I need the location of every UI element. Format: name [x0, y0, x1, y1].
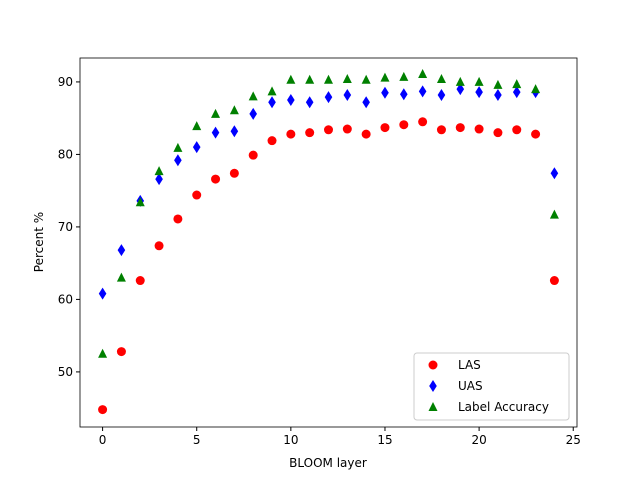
- point-label-accuracy: [399, 71, 409, 81]
- point-uas: [550, 167, 559, 180]
- legend-label: LAS: [458, 358, 481, 372]
- point-las: [436, 125, 446, 135]
- x-tick-label: 20: [471, 433, 486, 447]
- point-las: [135, 276, 145, 286]
- x-tick-label: 15: [377, 433, 392, 447]
- y-tick-label: 80: [58, 147, 73, 161]
- point-las: [455, 123, 465, 133]
- point-uas: [324, 91, 333, 104]
- point-uas: [400, 88, 408, 101]
- point-uas: [230, 125, 239, 138]
- point-las: [493, 128, 503, 138]
- point-las: [361, 129, 371, 139]
- point-uas: [494, 88, 502, 101]
- x-tick-label: 10: [283, 433, 298, 447]
- y-tick-label: 70: [58, 220, 73, 234]
- point-label-accuracy: [493, 79, 503, 89]
- x-axis-label: BLOOM layer: [289, 456, 367, 470]
- legend: LAS UAS Label Accuracy: [413, 352, 570, 421]
- point-uas: [268, 96, 276, 109]
- point-las: [98, 405, 108, 415]
- legend-label: UAS: [458, 379, 483, 393]
- point-label-accuracy: [135, 197, 145, 207]
- point-label-accuracy: [248, 91, 258, 101]
- point-label-accuracy: [361, 74, 371, 84]
- point-label-accuracy: [324, 74, 333, 84]
- point-las: [229, 168, 239, 178]
- y-tick-label: 60: [58, 292, 73, 306]
- legend-label: Label Accuracy: [458, 400, 549, 414]
- point-label-accuracy: [549, 209, 559, 219]
- legend-marker: [428, 402, 438, 411]
- point-label-accuracy: [474, 76, 484, 86]
- x-tick-label: 0: [99, 433, 107, 447]
- point-las: [267, 136, 277, 146]
- point-las: [512, 125, 522, 135]
- point-label-accuracy: [418, 68, 428, 78]
- point-uas: [117, 244, 126, 257]
- point-las: [173, 214, 183, 224]
- point-label-accuracy: [531, 84, 541, 94]
- point-label-accuracy: [211, 108, 221, 118]
- point-label-accuracy: [98, 348, 108, 358]
- point-las: [211, 174, 221, 184]
- point-las: [192, 190, 202, 200]
- point-label-accuracy: [116, 272, 126, 282]
- point-las: [418, 117, 428, 127]
- y-tick-label: 50: [58, 365, 73, 379]
- point-uas: [287, 94, 295, 107]
- point-uas: [512, 86, 521, 99]
- y-tick-label: 90: [58, 75, 73, 89]
- point-uas: [343, 88, 352, 101]
- legend-marker: [428, 360, 438, 370]
- point-uas: [475, 86, 483, 99]
- point-las: [286, 129, 296, 139]
- point-uas: [98, 287, 107, 300]
- x-tick-label: 25: [566, 433, 581, 447]
- legend-box: [413, 352, 570, 421]
- point-label-accuracy: [229, 105, 239, 115]
- point-uas: [192, 141, 201, 154]
- y-axis-label: Percent %: [32, 212, 46, 272]
- point-label-accuracy: [267, 86, 277, 96]
- point-uas: [437, 88, 446, 101]
- point-las: [342, 124, 352, 134]
- point-las: [324, 125, 333, 135]
- point-label-accuracy: [455, 76, 465, 86]
- point-las: [154, 241, 164, 251]
- point-uas: [174, 154, 182, 167]
- point-uas: [456, 83, 465, 96]
- point-label-accuracy: [380, 72, 390, 82]
- point-label-accuracy: [512, 79, 522, 89]
- point-las: [116, 347, 126, 357]
- point-label-accuracy: [436, 74, 446, 84]
- point-las: [474, 124, 484, 134]
- plot-frame: [79, 57, 578, 428]
- point-las: [248, 150, 258, 160]
- legend-marker: [429, 380, 437, 392]
- point-uas: [362, 96, 370, 109]
- point-las: [549, 276, 559, 286]
- x-tick-label: 5: [193, 433, 201, 447]
- point-label-accuracy: [192, 121, 202, 131]
- point-label-accuracy: [305, 74, 315, 84]
- point-uas: [305, 96, 314, 109]
- plot-marks: [98, 68, 559, 415]
- point-uas: [418, 85, 427, 98]
- point-label-accuracy: [173, 142, 183, 152]
- point-las: [305, 128, 315, 138]
- point-uas: [211, 126, 220, 139]
- point-uas: [249, 107, 257, 120]
- point-las: [380, 123, 390, 133]
- axis-ticks: 0 5 10 15 20 25 50 60 70 80 90: [58, 75, 581, 447]
- point-las: [399, 120, 409, 130]
- point-uas: [381, 86, 389, 99]
- point-las: [531, 129, 541, 139]
- point-label-accuracy: [342, 74, 352, 84]
- point-label-accuracy: [286, 74, 296, 84]
- point-uas: [155, 173, 163, 186]
- point-label-accuracy: [154, 166, 164, 176]
